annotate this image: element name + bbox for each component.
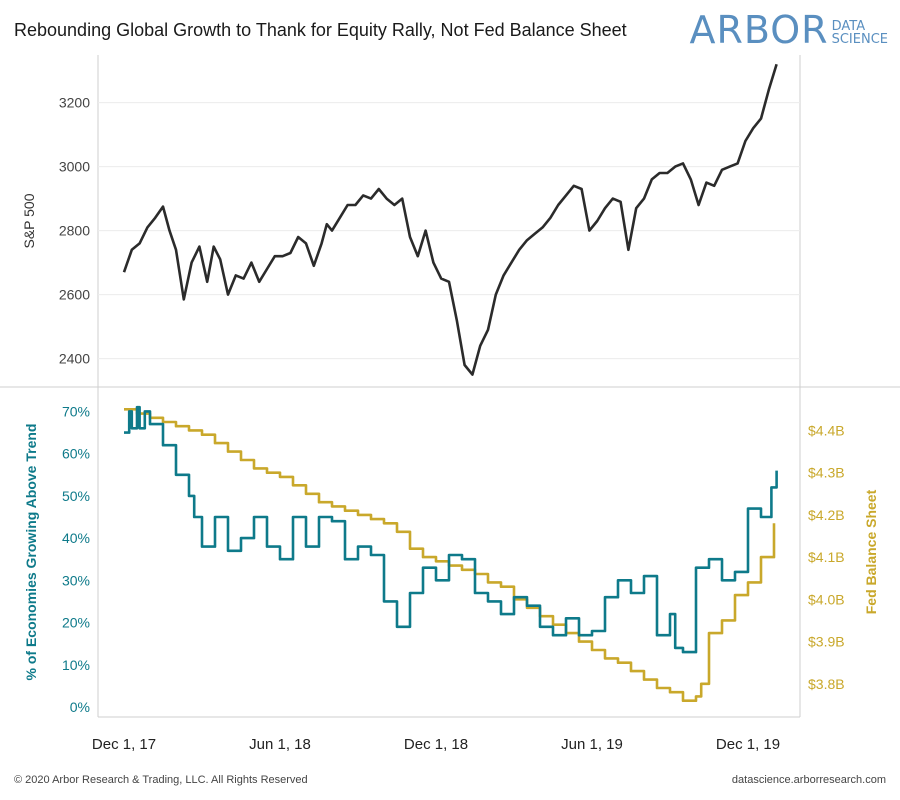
x-tick-label: Jun 1, 19 <box>561 736 623 753</box>
left-y-tick-label: 10% <box>62 657 90 673</box>
left-y-tick-label: 60% <box>62 446 90 462</box>
top-y-axis-label: S&P 500 <box>21 193 37 248</box>
website-footer: datascience.arborresearch.com <box>731 774 886 786</box>
logo-sub-data: DATA <box>831 19 866 34</box>
sp500-line <box>122 63 778 376</box>
chart-area: 2400 2600 2800 3000 3200 S&P 500 0% 10% 20% 30% 40… <box>0 55 900 753</box>
top-y-tick-label: 2400 <box>59 351 90 367</box>
right-y-tick-label: $4.0B <box>808 591 845 607</box>
copyright-footer: © 2020 Arbor Research & Trading, LLC. Al… <box>14 774 308 786</box>
left-y-tick-label: 0% <box>70 699 90 715</box>
logo-subtext: DATA SCIENCE <box>832 20 888 46</box>
right-y-axis-label: Fed Balance Sheet <box>863 489 879 614</box>
chart-title: Rebounding Global Growth to Thank for Eq… <box>14 20 627 40</box>
x-tick-label: Dec 1, 19 <box>716 736 780 753</box>
top-y-tick-label: 3000 <box>59 159 90 175</box>
economies-growth-line <box>124 405 778 654</box>
x-tick-label: Jun 1, 18 <box>249 736 311 753</box>
right-y-tick-label: $3.8B <box>808 676 845 692</box>
right-y-tick-label: $4.4B <box>808 422 845 438</box>
x-tick-label: Dec 1, 18 <box>404 736 468 753</box>
logo-sub-science: SCIENCE <box>831 32 888 47</box>
right-y-tick-label: $4.3B <box>808 465 845 481</box>
top-y-tick-label: 2600 <box>59 287 90 303</box>
left-y-tick-label: 40% <box>62 530 90 546</box>
right-y-tick-label: $3.9B <box>808 634 845 650</box>
arbor-logo: ARBOR DATA SCIENCE <box>689 8 888 52</box>
left-y-axis-label: % of Economies Growing Above Trend <box>23 424 39 681</box>
fed-balance-sheet-line <box>124 408 776 702</box>
top-y-tick-label: 3200 <box>59 95 90 111</box>
right-y-tick-label: $4.2B <box>808 507 845 523</box>
top-y-tick-label: 2800 <box>59 223 90 239</box>
left-y-tick-label: 50% <box>62 488 90 504</box>
left-y-tick-label: 30% <box>62 572 90 588</box>
left-y-tick-label: 70% <box>62 403 90 419</box>
logo-text: ARBOR <box>689 8 829 52</box>
right-y-tick-label: $4.1B <box>808 549 845 565</box>
left-y-tick-label: 20% <box>62 615 90 631</box>
x-tick-label: Dec 1, 17 <box>92 736 156 753</box>
